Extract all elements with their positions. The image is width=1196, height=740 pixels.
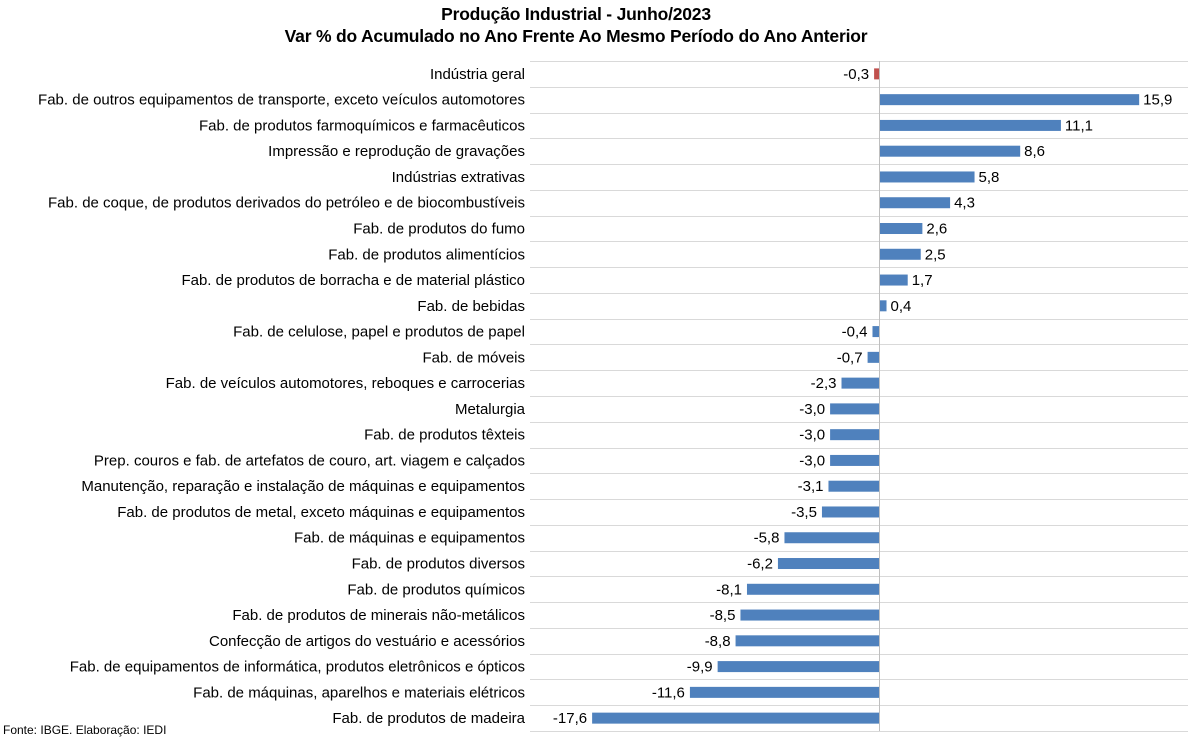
category-label: Fab. de máquinas, aparelhos e materiais …: [193, 684, 525, 701]
bar: [880, 248, 921, 260]
data-label: -3,0: [799, 452, 825, 469]
bar: [841, 377, 879, 389]
category-label: Fab. de bebidas: [417, 298, 525, 315]
bar: [880, 94, 1140, 106]
category-label: Fab. de produtos diversos: [352, 556, 525, 573]
data-label: 2,6: [926, 221, 947, 238]
data-label: -9,9: [687, 659, 713, 676]
category-label: Fab. de produtos de borracha e de materi…: [181, 272, 525, 289]
category-label: Fab. de produtos químicos: [347, 581, 525, 598]
data-label: 5,8: [979, 169, 1000, 186]
bar: [592, 712, 879, 724]
category-label: Fab. de produtos têxteis: [364, 427, 525, 444]
data-label: -0,4: [842, 324, 868, 341]
data-label: -3,1: [798, 478, 824, 495]
bar: [880, 171, 975, 183]
category-label: Fab. de máquinas e equipamentos: [294, 530, 525, 547]
category-label: Fab. de equipamentos de informática, pro…: [70, 659, 525, 676]
bar: [740, 609, 879, 621]
data-label: -8,8: [705, 633, 731, 650]
data-label: 2,5: [925, 246, 946, 263]
category-label: Metalurgia: [455, 401, 526, 418]
category-label: Prep. couros e fab. de artefatos de cour…: [94, 452, 525, 469]
category-label: Fab. de coque, de produtos derivados do …: [48, 195, 525, 212]
category-label: Indústria geral: [430, 66, 525, 83]
bar: [880, 223, 923, 235]
category-label: Fab. de produtos farmoquímicos e farmacê…: [199, 117, 525, 134]
bar: [830, 429, 879, 441]
data-label: -5,8: [754, 530, 780, 547]
bar: [784, 532, 879, 544]
category-label: Fab. de produtos de metal, exceto máquin…: [117, 504, 525, 521]
bar: [880, 197, 951, 209]
category-label: Indústrias extrativas: [392, 169, 525, 186]
bar: [880, 274, 908, 286]
data-label: -0,3: [843, 66, 869, 83]
data-label: -2,3: [811, 375, 837, 392]
bar: [746, 583, 879, 595]
bar: [872, 326, 879, 338]
category-label: Fab. de produtos de madeira: [332, 710, 525, 727]
data-label: -3,0: [799, 401, 825, 418]
category-label: Confecção de artigos do vestuário e aces…: [209, 633, 525, 650]
data-label: -0,7: [837, 349, 863, 366]
bar: [735, 635, 879, 647]
category-label: Fab. de outros equipamentos de transport…: [38, 92, 525, 109]
chart-title: Produção Industrial - Junho/2023: [441, 4, 711, 24]
bar: [828, 480, 879, 492]
data-label: 8,6: [1024, 143, 1045, 160]
bar: [880, 119, 1061, 131]
data-label: -6,2: [747, 556, 773, 573]
data-label: -17,6: [553, 710, 587, 727]
data-label: -8,1: [716, 581, 742, 598]
bar: [830, 403, 879, 415]
data-label: -8,5: [710, 607, 736, 624]
bar: [689, 686, 879, 698]
source-note: Fonte: IBGE. Elaboração: IEDI: [3, 723, 167, 737]
chart-subtitle: Var % do Acumulado no Ano Frente Ao Mesm…: [284, 26, 868, 46]
category-label: Fab. de produtos alimentícios: [328, 246, 525, 263]
data-label: 1,7: [912, 272, 933, 289]
data-label: -11,6: [652, 684, 685, 701]
bar: [867, 351, 879, 363]
bar: [874, 68, 879, 80]
bar: [880, 145, 1021, 157]
category-label: Impressão e reprodução de gravações: [268, 143, 525, 160]
bar: [880, 300, 887, 312]
data-label: -3,0: [799, 427, 825, 444]
category-label: Manutenção, reparação e instalação de má…: [81, 478, 525, 495]
category-label: Fab. de produtos de minerais não-metálic…: [232, 607, 525, 624]
bar: [717, 661, 879, 673]
data-label: -3,5: [791, 504, 817, 521]
bar: [777, 558, 879, 570]
data-label: 0,4: [891, 298, 912, 315]
bar: [830, 454, 879, 466]
category-label: Fab. de produtos do fumo: [353, 221, 525, 238]
category-label: Fab. de veículos automotores, reboques e…: [166, 375, 525, 392]
category-label: Fab. de móveis: [422, 349, 525, 366]
data-label: 11,1: [1065, 117, 1093, 134]
data-label: 15,9: [1143, 92, 1172, 109]
category-label: Fab. de celulose, papel e produtos de pa…: [233, 324, 525, 341]
bar: [821, 506, 879, 518]
data-label: 4,3: [954, 195, 975, 212]
